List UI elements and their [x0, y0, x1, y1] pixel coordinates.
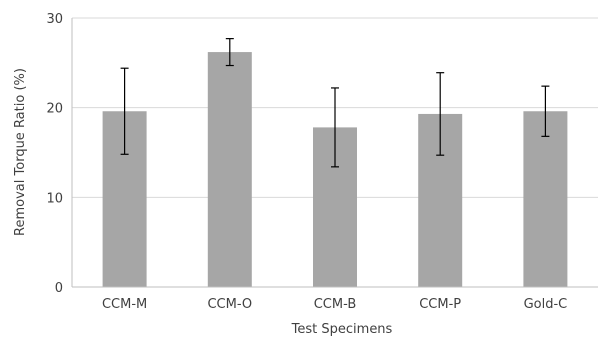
error-bar-ccm-p [436, 72, 445, 156]
x-tick-labels: CCM-M CCM-O CCM-B CCM-P Gold-C [102, 297, 567, 312]
y-tick-label: 10 [46, 191, 63, 206]
x-tick-label: Gold-C [524, 297, 568, 312]
error-bar-ccm-b [331, 87, 339, 168]
bar-gold-c [523, 111, 568, 288]
axes [71, 18, 598, 288]
y-tick-label: 30 [46, 12, 63, 27]
error-bar-gold-c [541, 85, 550, 137]
y-axis-label: Removal Torque Ratio (%) [13, 68, 28, 236]
bars [102, 52, 568, 288]
error-bar-ccm-o [225, 38, 234, 67]
y-tick-label: 20 [46, 102, 63, 117]
bar-ccm-o [207, 52, 252, 287]
x-tick-label: CCM-M [102, 297, 147, 312]
error-bar-ccm-m [120, 67, 129, 155]
x-tick-label: CCM-P [419, 297, 461, 312]
x-axis-label: Test Specimens [291, 322, 393, 337]
x-tick-label: CCM-O [207, 297, 252, 312]
y-tick-label: 0 [55, 281, 63, 296]
x-tick-label: CCM-B [314, 297, 357, 312]
y-tick-labels: 0 10 20 30 [46, 12, 63, 296]
error-bars [120, 38, 550, 168]
